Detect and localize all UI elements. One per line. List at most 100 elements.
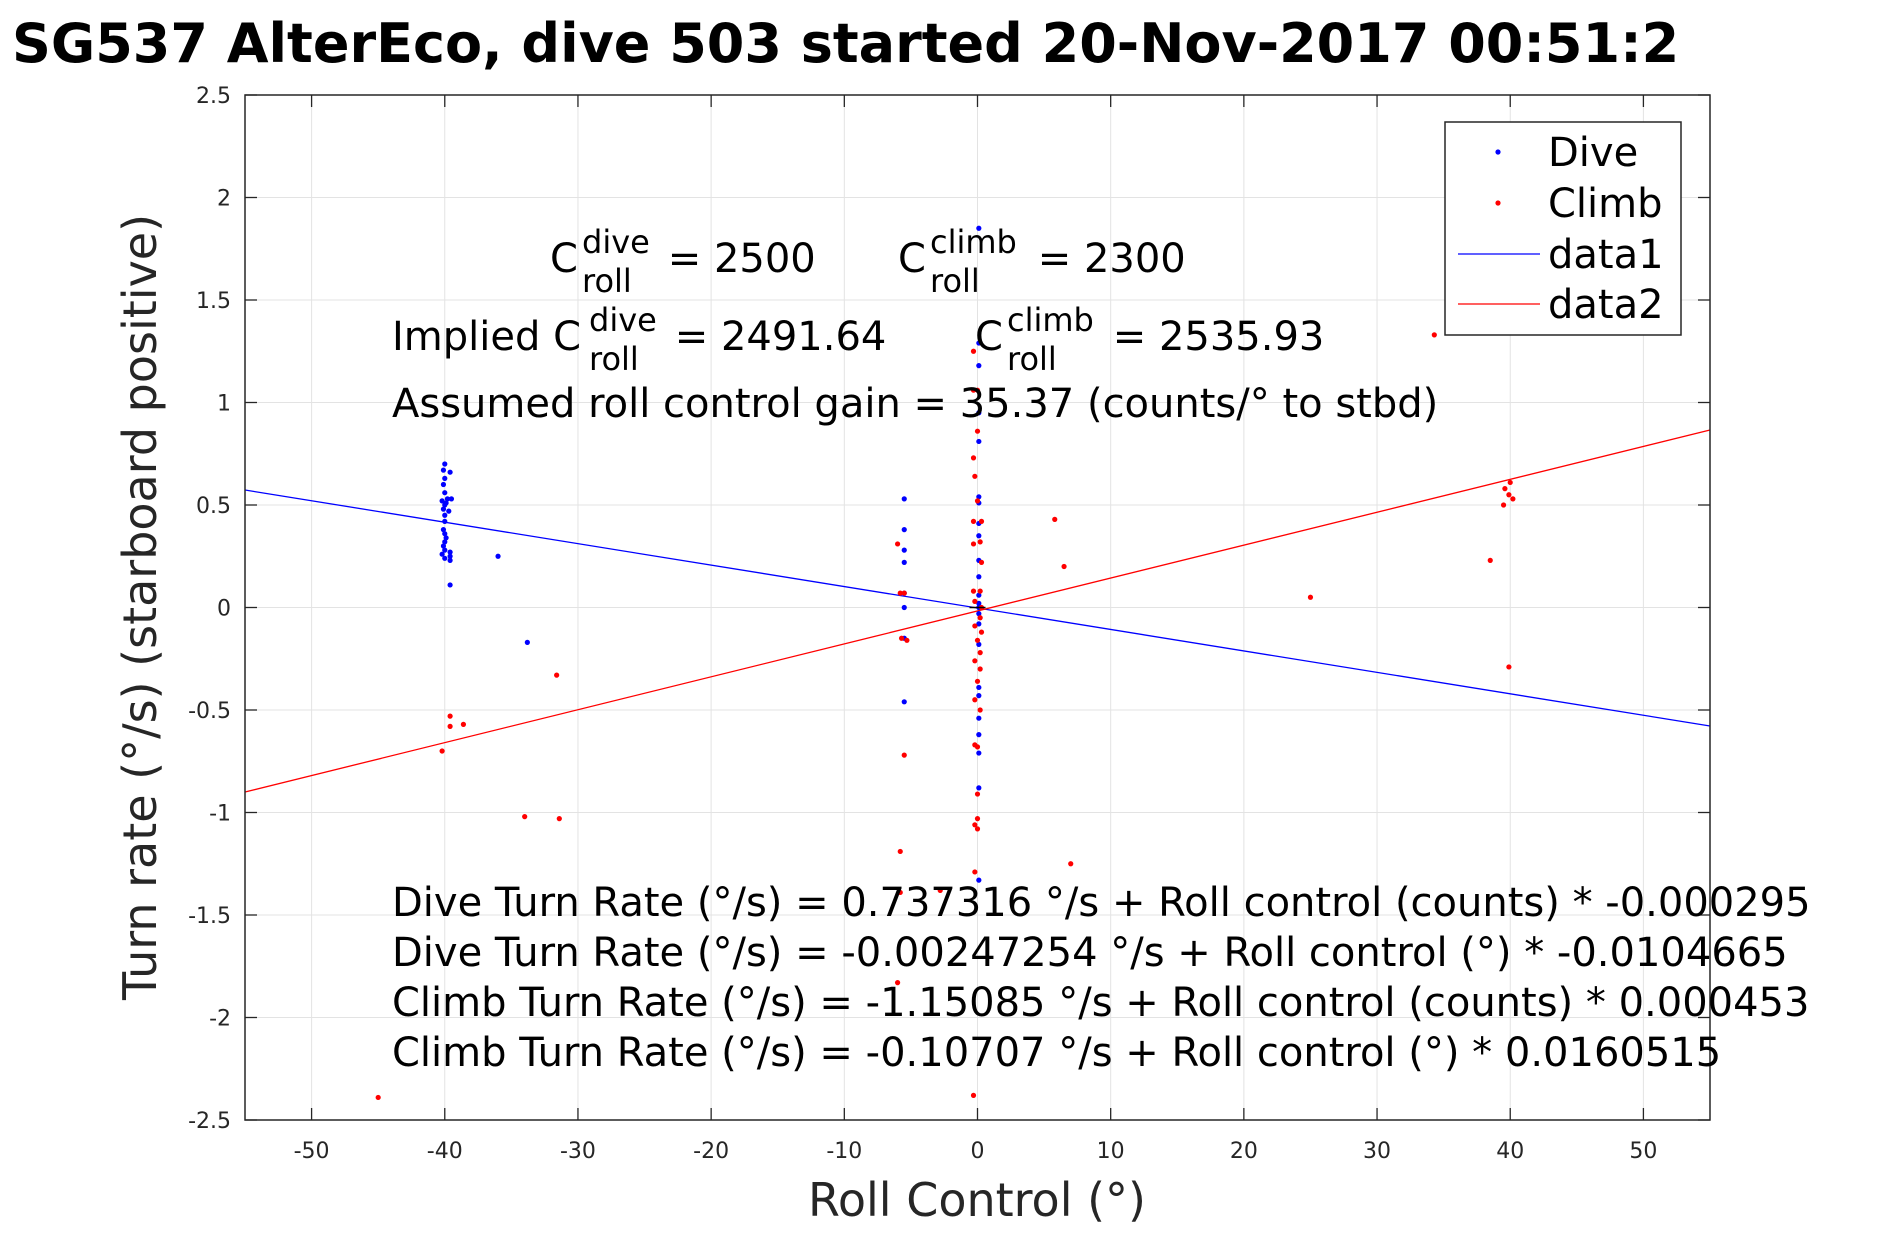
climb-point	[977, 650, 983, 656]
y-tick-label: -2	[209, 1007, 231, 1032]
climb-point	[1431, 332, 1437, 338]
dive-point	[440, 467, 447, 473]
x-tick-label: 20	[1230, 1139, 1258, 1164]
cclimb-base: C	[898, 236, 926, 282]
climb-point	[974, 744, 981, 750]
dive-point	[447, 553, 453, 559]
dive-point	[976, 533, 982, 539]
climb-point	[974, 428, 981, 434]
dive-point	[976, 621, 982, 627]
x-axis-label: Roll Control (°)	[808, 1173, 1146, 1227]
climb-point	[972, 697, 978, 703]
legend-climb-marker	[1495, 200, 1501, 206]
climb-point	[1506, 664, 1512, 670]
implied-climb-subscript: roll	[1007, 340, 1057, 378]
dive-point	[442, 502, 448, 508]
climb-point	[1507, 479, 1513, 486]
y-tick-label: 2.5	[196, 84, 231, 109]
climb-point	[972, 869, 978, 875]
data-points	[375, 225, 1516, 1101]
y-tick-label: 0	[217, 597, 231, 622]
climb-point	[970, 348, 977, 354]
climb-point	[375, 1094, 381, 1101]
implied-dive-superscript: dive	[589, 301, 657, 339]
y-tick-label: 2	[217, 187, 231, 212]
legend-data1-label: data1	[1548, 232, 1664, 278]
fit-equation-1: Dive Turn Rate (°/s) = 0.737316 °/s + Ro…	[392, 880, 1811, 926]
y-axis-label: Turn rate (°/s) (starboard positive)	[113, 214, 167, 1001]
climb-point	[447, 723, 453, 730]
climb-point	[974, 637, 981, 643]
cdive-subscript: roll	[582, 262, 632, 300]
fit-equation-3: Climb Turn Rate (°/s) = -1.15085 °/s + R…	[392, 980, 1809, 1026]
y-tick-label: -1.5	[188, 904, 231, 929]
climb-point	[970, 541, 977, 547]
x-tick-label: -10	[826, 1139, 862, 1164]
climb-point	[554, 672, 560, 678]
climb-point	[447, 713, 453, 719]
dive-point	[976, 600, 982, 607]
climb-point	[972, 473, 978, 479]
dive-point	[444, 496, 451, 502]
assumed-gain-annotation: Assumed roll control gain = 35.37 (count…	[392, 381, 1438, 427]
dive-point	[440, 527, 447, 533]
climb-point	[974, 791, 981, 797]
dive-point	[442, 475, 448, 481]
dive-point	[447, 582, 453, 588]
dive-point	[442, 512, 448, 518]
y-tick-label: -2.5	[188, 1109, 231, 1134]
climb-point	[894, 980, 901, 986]
dive-point	[901, 547, 907, 553]
dive-point	[901, 527, 907, 533]
dive-point	[440, 506, 447, 512]
climb-point	[972, 822, 978, 828]
y-tick-label: 1	[217, 392, 231, 417]
y-tick-label: 0.5	[196, 494, 231, 519]
dive-point	[447, 549, 453, 555]
dive-point	[447, 469, 453, 475]
fit-equation-2: Dive Turn Rate (°/s) = -0.00247254 °/s +…	[392, 930, 1788, 976]
climb-point	[901, 590, 907, 596]
dive-point	[442, 555, 448, 561]
dive-point	[976, 225, 982, 231]
dive-point	[976, 877, 982, 883]
dive-point	[495, 553, 501, 559]
climb-point	[898, 635, 905, 641]
dive-point	[901, 699, 907, 705]
dive-point	[448, 496, 455, 502]
climb-point	[901, 752, 907, 758]
dive-point	[976, 494, 982, 500]
climb-point	[977, 666, 983, 672]
climb-point	[974, 826, 981, 832]
dive-point	[976, 363, 982, 369]
data2-fit-line	[244, 429, 1711, 793]
dive-point	[901, 496, 907, 502]
implied-climb-value: = 2535.93	[1100, 314, 1324, 360]
climb-point	[1068, 861, 1074, 867]
climb-point	[978, 629, 985, 635]
dive-point	[976, 340, 982, 346]
climb-point	[977, 588, 983, 594]
dive-point	[976, 592, 982, 598]
climb-point	[522, 814, 528, 820]
climb-point	[970, 455, 977, 461]
dive-point	[901, 604, 907, 611]
climb-point	[1506, 492, 1512, 498]
dive-point	[976, 574, 982, 580]
climb-point	[974, 816, 981, 822]
legend-box	[1444, 121, 1682, 336]
legend-data2-label: data2	[1548, 282, 1664, 328]
cdive-value: = 2500	[655, 236, 816, 282]
climb-point	[978, 559, 985, 566]
climb-point	[904, 637, 910, 643]
dive-point	[442, 539, 448, 545]
y-tick-label: -0.5	[188, 699, 231, 724]
x-tick-label: 50	[1629, 1139, 1657, 1164]
y-tick-label: 1.5	[196, 289, 231, 314]
x-tick-label: 40	[1496, 1139, 1524, 1164]
